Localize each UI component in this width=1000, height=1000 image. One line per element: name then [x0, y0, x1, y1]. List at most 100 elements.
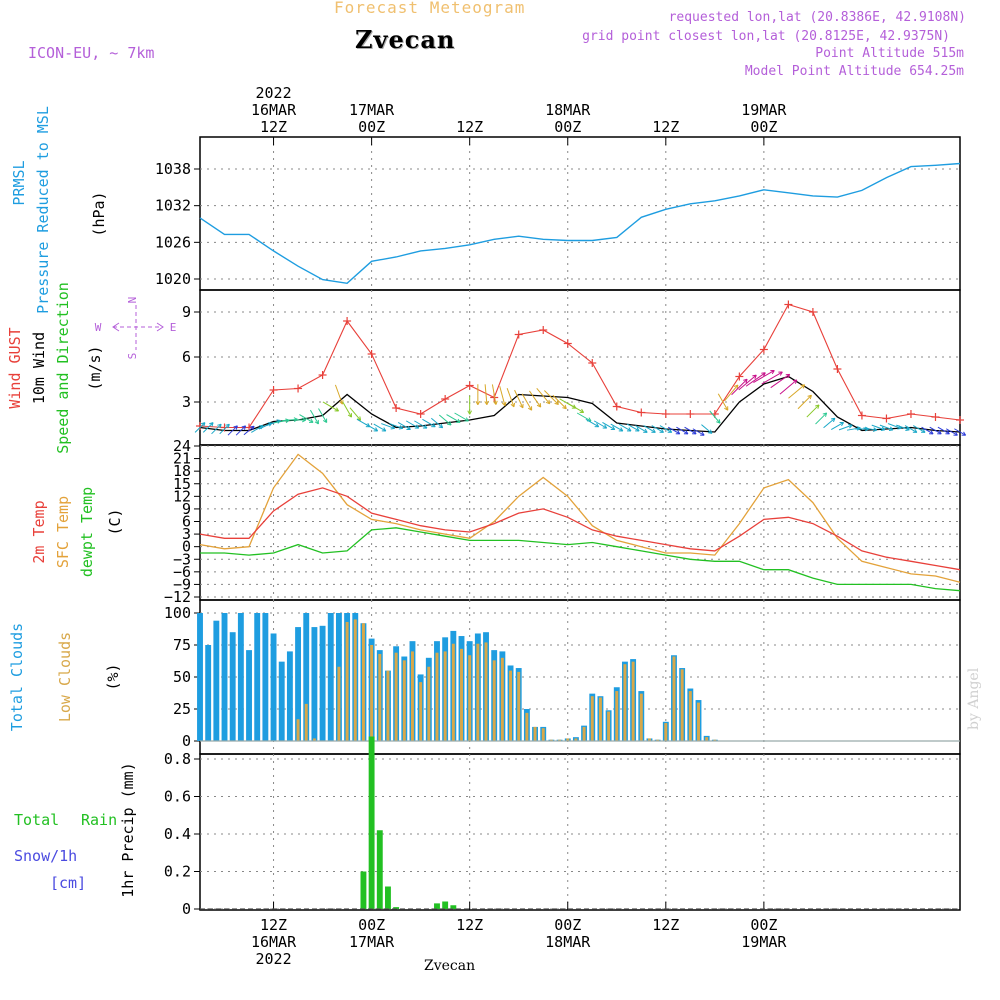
wind-arrow-shaft	[576, 412, 592, 422]
total-cloud-bar	[229, 632, 236, 741]
y-tick-label-wind: 9	[182, 303, 191, 321]
wind-arrow	[745, 372, 766, 387]
low-cloud-bar	[664, 723, 668, 741]
total-cloud-bar	[311, 627, 318, 741]
y-tick-label-temperature: 9	[182, 500, 191, 518]
wind-arrow-head	[872, 429, 877, 432]
wind-arrow-shaft	[446, 414, 461, 423]
top-time-tick-label: 2022	[255, 84, 291, 102]
wind-arrow-shaft	[667, 426, 680, 435]
wind-arrow	[414, 420, 428, 429]
y-tick-label-temperature: −6	[173, 563, 191, 581]
wind-arrow-shaft	[567, 403, 584, 413]
wind-arrow-head	[752, 374, 757, 377]
wind-arrow	[373, 423, 387, 432]
wind-arrow-head	[554, 402, 559, 406]
wind-arrow-head	[200, 422, 206, 425]
low-cloud-bar	[304, 703, 308, 741]
wind-arrow	[667, 426, 681, 435]
low-cloud-bar	[435, 652, 439, 741]
low-cloud-bar	[517, 671, 521, 741]
wind-arrow-shaft	[219, 423, 230, 435]
wind-arrow	[475, 384, 481, 405]
gust-marker	[392, 404, 401, 412]
wind-arrow-shaft	[717, 393, 729, 411]
bottom-time-tick-label: 18MAR	[545, 933, 591, 951]
total-cloud-bar	[246, 650, 252, 741]
gust-marker	[220, 423, 229, 432]
wind-arrow-shaft	[618, 423, 632, 432]
wind-arrow-shaft	[334, 384, 343, 405]
wind-arrow-head	[779, 371, 783, 376]
gust-marker	[808, 308, 817, 316]
wind-arrow	[896, 424, 910, 431]
gust-marker	[833, 365, 842, 373]
wind-arrow-head	[391, 425, 396, 429]
wind-arrow-head	[743, 378, 748, 381]
wind-arrow-head	[243, 425, 247, 430]
temp-side-label-sfc: SFC Temp	[54, 496, 72, 568]
y-tick-label-clouds: 0	[182, 732, 191, 750]
wind-arrow-head	[792, 379, 797, 382]
wind-arrow-head	[787, 374, 791, 379]
bottom-time-tick-label: 19MAR	[741, 933, 787, 951]
y-tick-label-wind: 6	[182, 348, 191, 366]
wind-arrow-shaft	[266, 419, 281, 427]
model-point-altitude: Model Point Altitude 654.25m	[744, 64, 964, 79]
compass-e: E	[170, 321, 177, 334]
point-altitude: Point Altitude 515m	[815, 46, 964, 61]
wind-arrow-head	[718, 419, 721, 424]
wind-arrow-head	[802, 384, 806, 389]
y-tick-label-temperature: −9	[173, 575, 191, 593]
wind-arrow-head	[510, 403, 515, 408]
wind-arrow-shaft	[823, 417, 836, 429]
gust-marker	[612, 402, 621, 411]
top-time-tick-label: 12Z	[260, 118, 287, 136]
wind-arrow-head	[467, 410, 471, 415]
wind-arrow-head	[938, 430, 942, 435]
wind-arrow-shaft	[454, 412, 469, 422]
wind-arrow-shaft	[831, 422, 844, 430]
wind-arrow-shaft	[779, 379, 798, 395]
low-cloud-bar	[361, 623, 365, 741]
wind-arrow-head	[536, 404, 541, 408]
wind-arrow-head	[881, 426, 886, 431]
wind-arrow	[322, 401, 340, 412]
wind-arrow-head	[302, 417, 307, 421]
gust-marker	[441, 395, 450, 403]
wind-arrow-shaft	[552, 394, 567, 410]
total-cloud-bar	[262, 613, 269, 741]
wind-arrow	[438, 414, 452, 426]
wind-arrow-head	[477, 400, 481, 405]
wind-arrow-head	[825, 412, 828, 417]
wind-arrow-head	[849, 424, 853, 429]
y-tick-label-temperature: 6	[182, 513, 191, 531]
wind-arrow-shaft	[405, 420, 420, 429]
wind-arrow-head	[736, 384, 739, 390]
wind-arrow	[779, 379, 798, 395]
wind-arrow-shaft	[536, 387, 551, 405]
wind-arrow-head	[888, 429, 894, 431]
wind-arrow-head	[322, 420, 327, 423]
gust-marker	[318, 371, 327, 379]
total-cloud-bar	[295, 627, 302, 741]
wind-arrow-shaft	[913, 425, 926, 433]
low-cloud-bar	[492, 660, 496, 741]
wind-arrow	[499, 386, 507, 407]
wind-arrow	[202, 422, 214, 433]
pressure-y-label: (hPa)	[90, 191, 108, 236]
wind-arrow	[838, 424, 853, 431]
y-tick-label-clouds: 75	[173, 636, 191, 654]
wind-arrow-shaft	[626, 423, 640, 432]
wind-arrow	[397, 422, 411, 431]
gust-marker	[563, 339, 572, 348]
wind-arrow-head	[203, 422, 206, 427]
gust-marker	[269, 386, 278, 394]
y-tick-label-precip: 0.6	[164, 788, 191, 806]
rain-bar	[450, 905, 457, 909]
low-cloud-bar	[647, 738, 651, 741]
y-tick-label-temperature: −12	[164, 588, 191, 606]
wind-arrow-head	[432, 423, 436, 427]
panel-frame-temperature	[199, 444, 961, 601]
wind-arrow-head	[252, 426, 255, 431]
